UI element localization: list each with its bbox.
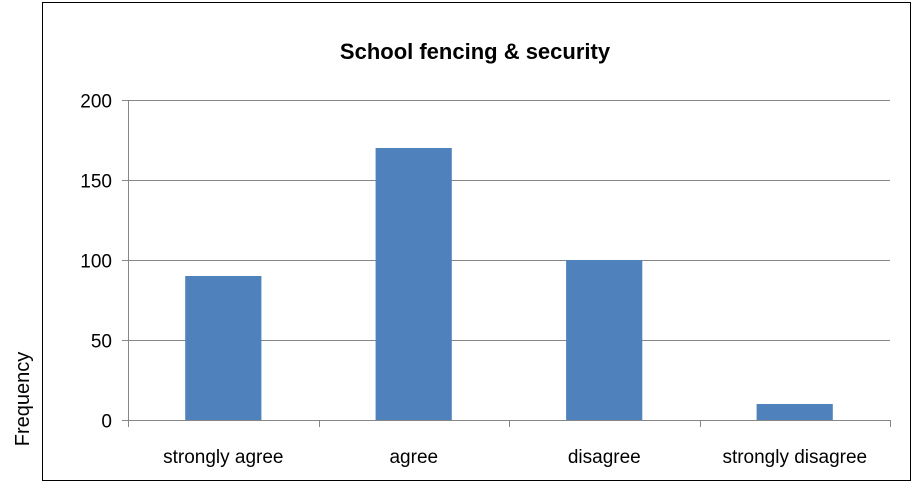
x-tick-label: strongly disagree [722, 447, 867, 468]
y-axis-title: Frequency [12, 352, 34, 447]
y-tick-label: 150 [80, 172, 112, 193]
tick-labels: 0 50 100 150 200 strongly agree agree disagree s… [80, 92, 867, 469]
chart-title: School fencing & security [340, 39, 611, 64]
y-tick-label: 100 [80, 252, 112, 273]
bar-strongly-agree [185, 276, 262, 420]
bar-agree [375, 148, 452, 420]
y-tick-label: 50 [91, 332, 112, 353]
bar-strongly-disagree [756, 404, 833, 420]
x-tick-label: strongly agree [163, 447, 283, 468]
y-tick-label: 200 [80, 92, 112, 113]
axes [122, 100, 891, 427]
y-tick-label: 0 [101, 412, 112, 433]
x-tick-label: agree [389, 447, 438, 468]
bars [185, 148, 833, 420]
bar-disagree [566, 260, 643, 420]
x-tick-label: disagree [568, 447, 641, 468]
